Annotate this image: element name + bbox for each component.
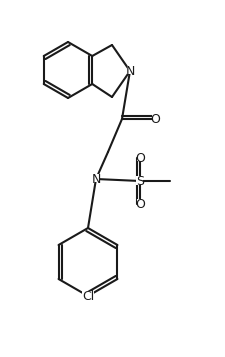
Bar bbox=[136, 153, 142, 161]
Text: Cl: Cl bbox=[81, 290, 94, 302]
Bar bbox=[151, 114, 157, 122]
Bar bbox=[93, 174, 99, 182]
Text: O: O bbox=[149, 112, 159, 126]
Text: O: O bbox=[135, 197, 144, 211]
Text: O: O bbox=[135, 151, 144, 165]
Text: S: S bbox=[135, 175, 143, 187]
Bar bbox=[126, 66, 132, 74]
Bar bbox=[136, 199, 142, 207]
Bar bbox=[136, 176, 143, 185]
Text: N: N bbox=[91, 172, 100, 186]
Bar bbox=[82, 291, 94, 299]
Text: N: N bbox=[125, 65, 134, 77]
